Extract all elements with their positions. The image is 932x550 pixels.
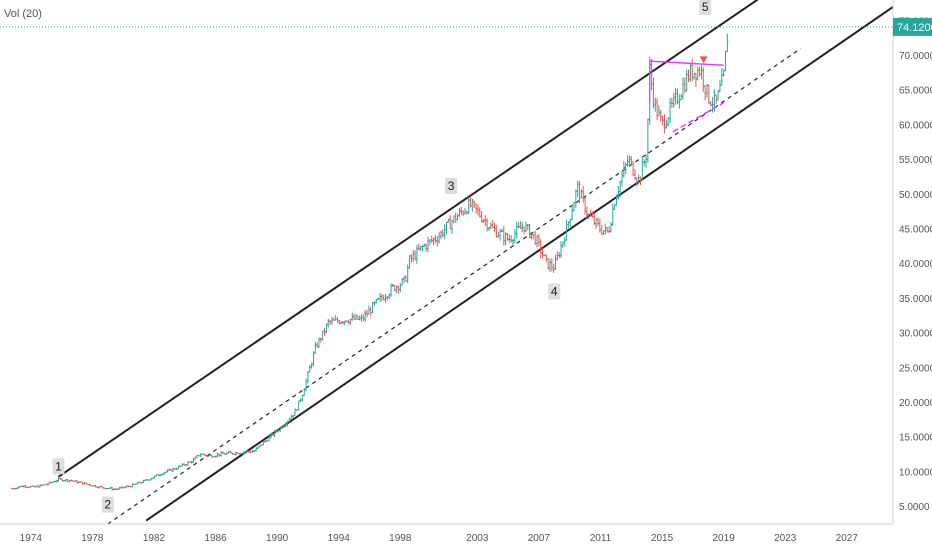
triangle-top-line <box>649 60 724 66</box>
y-tick-label: 45.0000 <box>899 225 932 236</box>
wave-label: 1 <box>55 459 62 473</box>
price-bars <box>11 33 729 491</box>
y-tick-label: 10.0000 <box>899 467 932 478</box>
x-tick-label: 2011 <box>590 533 612 544</box>
y-tick-label: 50.0000 <box>899 190 932 201</box>
channel-middle-line <box>107 48 801 524</box>
y-tick-label: 15.0000 <box>899 433 932 444</box>
x-tick-label: 2003 <box>466 533 489 544</box>
y-tick-label: 40.0000 <box>899 259 932 270</box>
wave-label-box <box>101 496 114 513</box>
wave-label: 3 <box>448 179 455 193</box>
wave-label: 4 <box>551 284 558 298</box>
channel-upper-line <box>57 0 759 478</box>
last-price-tag <box>893 17 932 36</box>
plot-area: 1 2 3 4 5 <box>11 0 893 524</box>
x-tick-label: 2015 <box>651 533 674 544</box>
x-tick-label: 2027 <box>836 533 859 544</box>
y-tick-label: 65.0000 <box>899 86 932 97</box>
y-tick-label: 5.0000 <box>899 502 930 513</box>
wave-label-box <box>52 458 65 475</box>
wave-label: 2 <box>104 498 111 512</box>
x-tick-label: 2019 <box>713 533 736 544</box>
down-arrow-marker <box>699 56 708 64</box>
y-tick-label: 20.0000 <box>899 398 932 409</box>
x-tick-label: 1990 <box>266 533 289 544</box>
y-tick-label: 35.0000 <box>899 294 932 305</box>
volume-indicator-label[interactable]: Vol (20) <box>4 8 42 20</box>
x-tick-label: 1982 <box>143 533 166 544</box>
wave-label: 5 <box>702 0 709 14</box>
last-price-tag-label: 74.1200 <box>897 22 932 34</box>
y-tick-label: 30.0000 <box>899 329 932 340</box>
wave-label-box <box>699 0 712 15</box>
x-tick-label: 1986 <box>204 533 227 544</box>
wave-label-box <box>548 283 561 300</box>
y-tick-label: 55.0000 <box>899 155 932 166</box>
y-tick-label: 70.0000 <box>899 51 932 62</box>
x-tick-label: 1998 <box>389 533 412 544</box>
x-tick-label: 1994 <box>328 533 351 544</box>
x-tick-label: 2007 <box>528 533 551 544</box>
wave-label-box <box>445 178 458 195</box>
y-tick-label: 25.0000 <box>899 363 932 374</box>
x-tick-label: 1978 <box>81 533 104 544</box>
triangle-bottom-line <box>672 102 725 133</box>
channel-lower-line <box>145 6 893 522</box>
x-tick-label: 1974 <box>20 533 43 544</box>
x-tick-label: 2023 <box>774 533 797 544</box>
y-tick-label: 60.0000 <box>899 120 932 131</box>
